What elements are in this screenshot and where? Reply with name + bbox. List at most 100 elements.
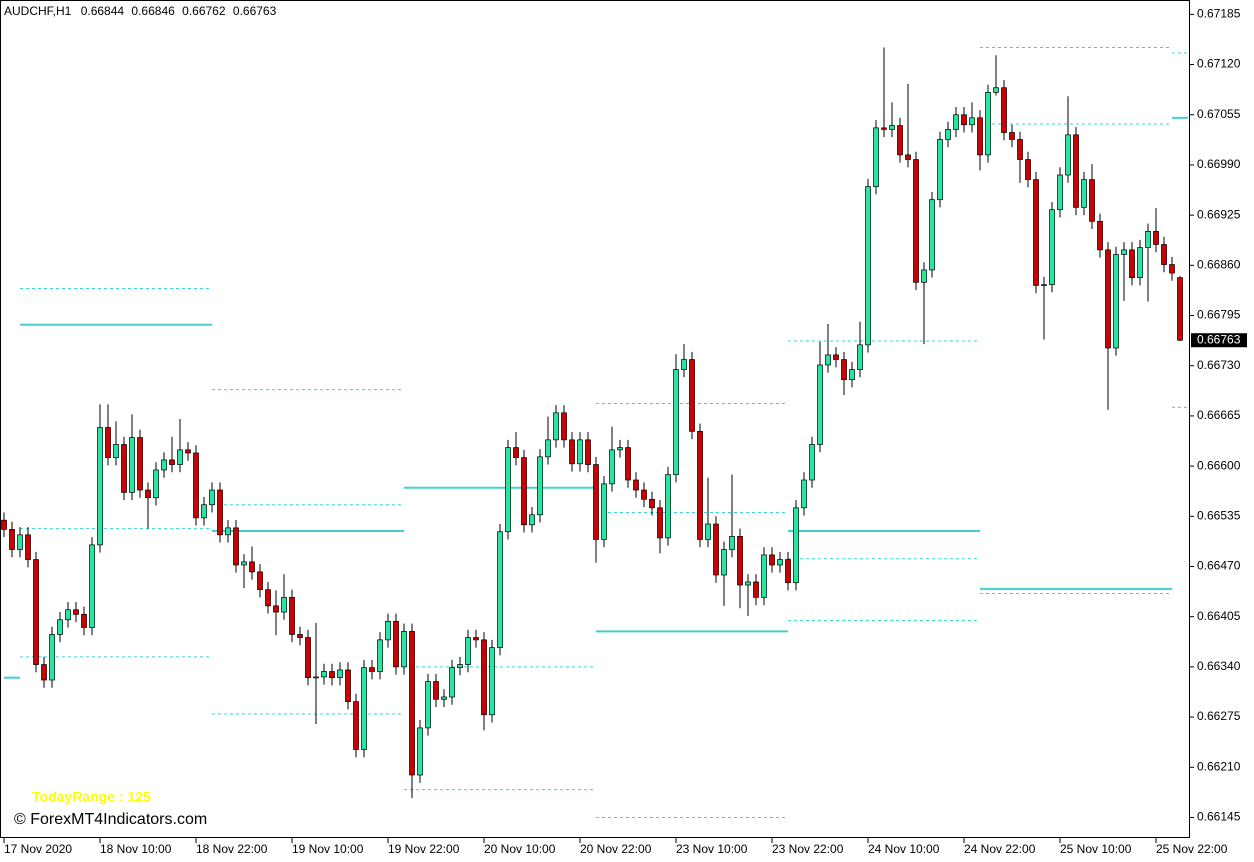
candle-body [1145,231,1151,248]
candle-body [1049,209,1055,285]
candle-body [313,676,319,679]
candle-body [1097,220,1103,251]
candle-body [641,489,647,500]
candle-body [233,527,239,566]
y-tick-label: 0.67055 [1197,107,1241,121]
candle-body [249,561,255,573]
y-tick-label: 0.67120 [1197,57,1241,71]
candle-body [425,681,431,729]
candle-body [609,449,615,485]
candle-body [657,507,663,539]
candle-body [353,701,359,750]
candle-body [49,634,55,681]
candle-body [521,457,527,526]
candle-body [489,647,495,716]
candle-body [1041,284,1047,286]
candle-body [137,437,143,491]
candle-body [945,129,951,140]
candle-body [337,669,343,679]
candle-body [577,439,583,465]
candle-body [921,269,927,283]
y-tick-label: 0.66665 [1197,408,1241,422]
candle-body [1001,87,1007,133]
candle-body [281,597,287,613]
candle-body [33,559,39,665]
x-tick-label: 25 Nov 10:00 [1060,842,1132,856]
chart-header: AUDCHF,H1 0.66844 0.66846 0.66762 0.6676… [4,4,277,18]
x-tick-label: 18 Nov 10:00 [100,842,172,856]
candle-body [593,464,599,540]
x-tick-label: 25 Nov 22:00 [1156,842,1228,856]
candle-body [697,431,703,540]
candle-body [193,452,199,519]
candle-body [761,554,767,598]
candle-body [561,412,567,441]
candle-body [241,561,247,566]
price-tag [1191,333,1247,348]
y-tick-label: 0.66210 [1197,759,1241,773]
candle-body [273,605,279,613]
y-tick-label: 0.66600 [1197,458,1241,472]
x-tick-label: 20 Nov 22:00 [580,842,652,856]
candle-body [1121,249,1127,255]
x-tick-label: 24 Nov 10:00 [868,842,940,856]
candle-body [777,559,783,566]
candle-body [73,609,79,615]
x-tick-label: 19 Nov 22:00 [388,842,460,856]
candle-body [873,127,879,187]
candle-body [345,669,351,702]
candle-body [1025,159,1031,180]
candle-body [721,549,727,576]
price-tag-label: 0.66763 [1197,332,1241,346]
today-range: TodayRange : 125 [32,789,151,805]
candle-body [985,91,991,156]
y-tick-label: 0.66730 [1197,358,1241,372]
candle-body [81,614,87,628]
candle-body [433,681,439,700]
candle-body [865,186,871,346]
candle-body [505,447,511,533]
candle-body [481,639,487,716]
x-tick-label: 23 Nov 10:00 [676,842,748,856]
candle-body [1009,132,1015,140]
candle-body [1017,139,1023,160]
candle-body [1177,277,1183,341]
candle-body [41,664,47,681]
candle-body [441,696,447,700]
candle-body [545,439,551,458]
y-tick-label: 0.67185 [1197,7,1241,21]
candle-body [177,449,183,465]
candle-body [169,459,175,465]
candle-body [1081,179,1087,208]
candle-body [953,114,959,130]
candle-body [473,637,479,641]
candle-body [617,447,623,451]
last-low: 0.66762 [182,4,226,18]
candle-body [1065,134,1071,176]
y-tick-label: 0.66925 [1197,207,1241,221]
candle-body [705,523,711,540]
candle-body [977,117,983,156]
candle-body [201,504,207,519]
candle-body [753,581,759,598]
y-tick-label: 0.66990 [1197,157,1241,171]
candle-body [393,620,399,668]
y-tick-label: 0.66340 [1197,659,1241,673]
plot-frame [0,0,1190,838]
y-tick-label: 0.66795 [1197,308,1241,322]
candle-body [289,597,295,635]
candle-body [745,581,751,586]
y-tick-label: 0.66275 [1197,709,1241,723]
candle-body [17,534,23,550]
candle-body [257,571,263,591]
candle-body [1161,244,1167,265]
y-tick-label: 0.66405 [1197,609,1241,623]
candle-body [793,507,799,584]
last-open: 0.66844 [81,4,125,18]
candle-body [1089,179,1095,222]
candle-body [929,199,935,271]
candle-body [897,125,903,156]
candle-body [537,456,543,516]
candle-body [97,427,103,546]
candle-body [9,529,15,550]
